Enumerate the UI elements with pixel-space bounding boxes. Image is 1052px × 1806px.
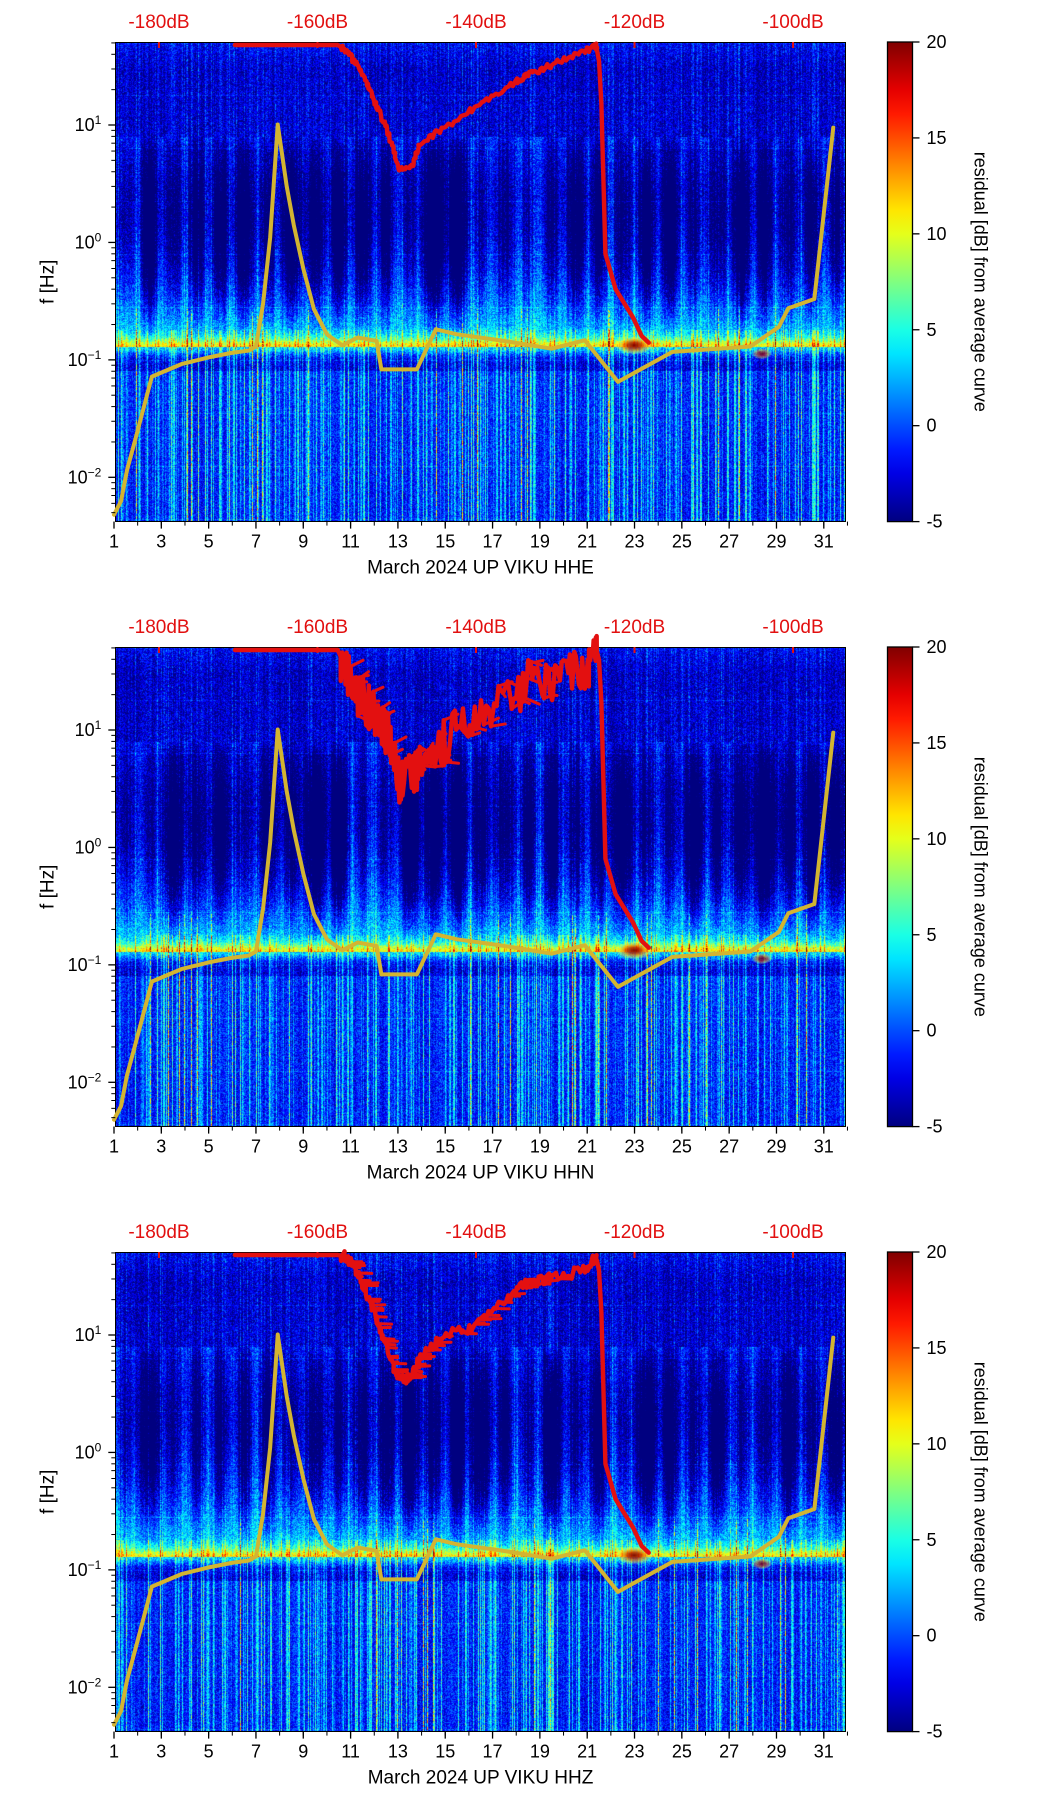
svg-text:-180dB: -180dB <box>128 617 189 638</box>
svg-text:March 2024 UP VIKU HHE: March 2024 UP VIKU HHE <box>367 558 594 579</box>
svg-text:-140dB: -140dB <box>445 617 506 638</box>
svg-text:15: 15 <box>927 1338 947 1358</box>
svg-text:15: 15 <box>927 128 947 148</box>
svg-text:10: 10 <box>927 829 947 849</box>
svg-text:March 2024 UP VIKU HHN: March 2024 UP VIKU HHN <box>367 1163 595 1184</box>
svg-text:-120dB: -120dB <box>604 617 665 638</box>
svg-text:residual [dB] from average cur: residual [dB] from average curve <box>971 757 991 1017</box>
svg-text:5: 5 <box>927 320 937 340</box>
svg-text:0: 0 <box>927 1626 937 1646</box>
svg-text:20: 20 <box>927 1242 947 1262</box>
svg-text:20: 20 <box>927 637 947 657</box>
svg-text:-140dB: -140dB <box>445 1222 506 1243</box>
svg-text:10: 10 <box>927 1434 947 1454</box>
svg-text:20: 20 <box>927 32 947 52</box>
svg-text:-180dB: -180dB <box>128 1222 189 1243</box>
svg-text:residual [dB] from average cur: residual [dB] from average curve <box>971 152 991 412</box>
svg-text:-5: -5 <box>927 512 943 532</box>
svg-text:-5: -5 <box>927 1722 943 1742</box>
svg-text:-100dB: -100dB <box>762 1222 823 1243</box>
svg-text:10: 10 <box>927 224 947 244</box>
svg-text:0: 0 <box>927 416 937 436</box>
svg-text:-100dB: -100dB <box>762 12 823 33</box>
svg-text:15: 15 <box>927 733 947 753</box>
svg-text:-120dB: -120dB <box>604 1222 665 1243</box>
svg-text:residual [dB] from average cur: residual [dB] from average curve <box>971 1362 991 1622</box>
svg-text:-5: -5 <box>927 1117 943 1137</box>
svg-text:-140dB: -140dB <box>445 12 506 33</box>
svg-text:-160dB: -160dB <box>287 1222 348 1243</box>
svg-text:5: 5 <box>927 1530 937 1550</box>
svg-text:5: 5 <box>927 925 937 945</box>
svg-text:-160dB: -160dB <box>287 12 348 33</box>
svg-text:March 2024 UP VIKU HHZ: March 2024 UP VIKU HHZ <box>368 1768 594 1789</box>
svg-text:-120dB: -120dB <box>604 12 665 33</box>
svg-text:0: 0 <box>927 1021 937 1041</box>
svg-text:-100dB: -100dB <box>762 617 823 638</box>
svg-text:-180dB: -180dB <box>128 12 189 33</box>
svg-text:-160dB: -160dB <box>287 617 348 638</box>
